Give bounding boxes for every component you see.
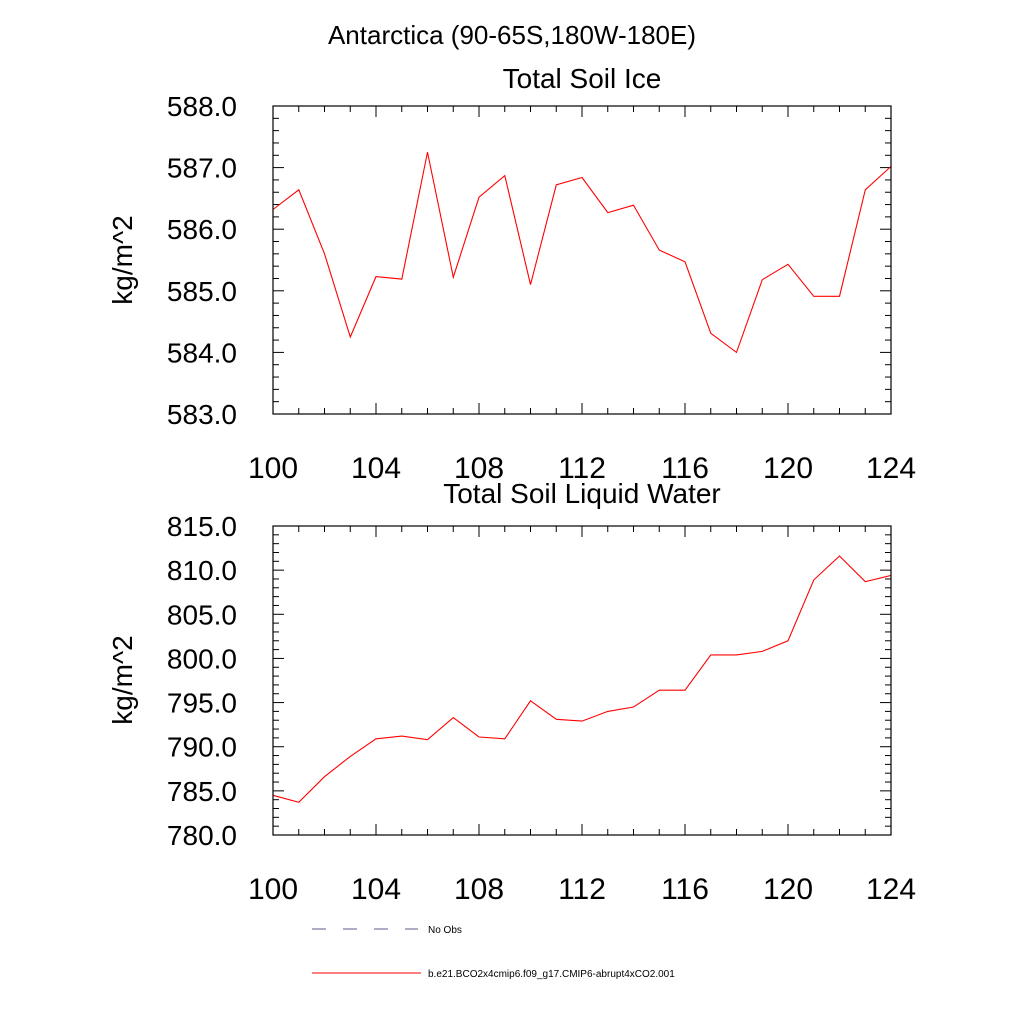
- region-title: Antarctica (90-65S,180W-180E): [328, 20, 696, 50]
- soil-ice-panel: Total Soil Ice kg/m^2 100 104 108 112 116 120…: [107, 63, 916, 485]
- soil-ice-y-tick-label: 587.0: [167, 153, 237, 184]
- soil-ice-y-tick-label: 586.0: [167, 214, 237, 245]
- soil-liquid-y-tick-label: 805.0: [167, 599, 237, 630]
- soil-ice-ticks: [272, 105, 892, 415]
- legend-model-label: b.e21.BCO2x4cmip6.f09_g17.CMIP6-abrupt4x…: [428, 969, 675, 980]
- soil-liquid-x-tick-label: 112: [558, 873, 606, 906]
- soil-ice-x-tick-label: 108: [454, 452, 504, 485]
- soil-liquid-ylabel: kg/m^2: [107, 635, 138, 724]
- soil-liquid-tick-labels: 100 104 108 112 116 120 124 780.0 785.0 790.0 795.…: [167, 511, 916, 906]
- soil-liquid-panel: Total Soil Liquid Water kg/m^2 100 104 108…: [107, 478, 916, 906]
- soil-liquid-x-tick-label: 116: [661, 873, 709, 906]
- soil-ice-y-tick-label: 583.0: [167, 399, 237, 430]
- soil-liquid-y-tick-label: 785.0: [167, 776, 237, 807]
- soil-liquid-ticks: [272, 525, 892, 836]
- soil-liquid-x-tick-label: 100: [248, 873, 298, 906]
- soil-ice-x-tick-label: 100: [248, 452, 298, 485]
- soil-ice-y-tick-label: 584.0: [167, 337, 237, 368]
- soil-ice-x-tick-label: 116: [661, 452, 709, 485]
- soil-ice-plot-frame: [272, 105, 892, 415]
- soil-liquid-title: Total Soil Liquid Water: [443, 478, 721, 509]
- legend: No Obs b.e21.BCO2x4cmip6.f09_g17.CMIP6-a…: [312, 925, 675, 980]
- soil-liquid-plot-frame: [272, 525, 892, 836]
- soil-liquid-x-tick-label: 124: [866, 873, 916, 906]
- soil-ice-title: Total Soil Ice: [503, 63, 662, 94]
- soil-ice-tick-labels: 100 104 108 112 116 120 124 583.0 584.0 585.0 586.…: [167, 91, 916, 485]
- soil-ice-x-tick-label: 104: [351, 452, 401, 485]
- soil-ice-y-tick-label: 588.0: [167, 91, 237, 122]
- soil-liquid-y-tick-label: 810.0: [167, 555, 237, 586]
- soil-ice-y-tick-label: 585.0: [167, 276, 237, 307]
- soil-liquid-x-tick-label: 120: [763, 873, 813, 906]
- soil-liquid-x-tick-label: 108: [454, 873, 504, 906]
- soil-ice-series: [272, 152, 892, 354]
- soil-ice-x-tick-label: 124: [866, 452, 916, 485]
- soil-liquid-series-line: [272, 555, 892, 803]
- soil-ice-series-line: [272, 152, 892, 354]
- soil-liquid-x-tick-label: 104: [351, 873, 401, 906]
- soil-liquid-y-tick-label: 795.0: [167, 688, 237, 719]
- soil-ice-x-tick-label: 120: [763, 452, 813, 485]
- soil-liquid-y-tick-label: 790.0: [167, 732, 237, 763]
- soil-liquid-y-tick-label: 780.0: [167, 820, 237, 851]
- soil-liquid-series: [272, 555, 892, 803]
- soil-ice-x-tick-label: 112: [558, 452, 606, 485]
- soil-ice-ylabel: kg/m^2: [107, 215, 138, 304]
- soil-liquid-y-tick-label: 815.0: [167, 511, 237, 542]
- legend-no-obs-label: No Obs: [428, 925, 462, 936]
- soil-liquid-y-tick-label: 800.0: [167, 643, 237, 674]
